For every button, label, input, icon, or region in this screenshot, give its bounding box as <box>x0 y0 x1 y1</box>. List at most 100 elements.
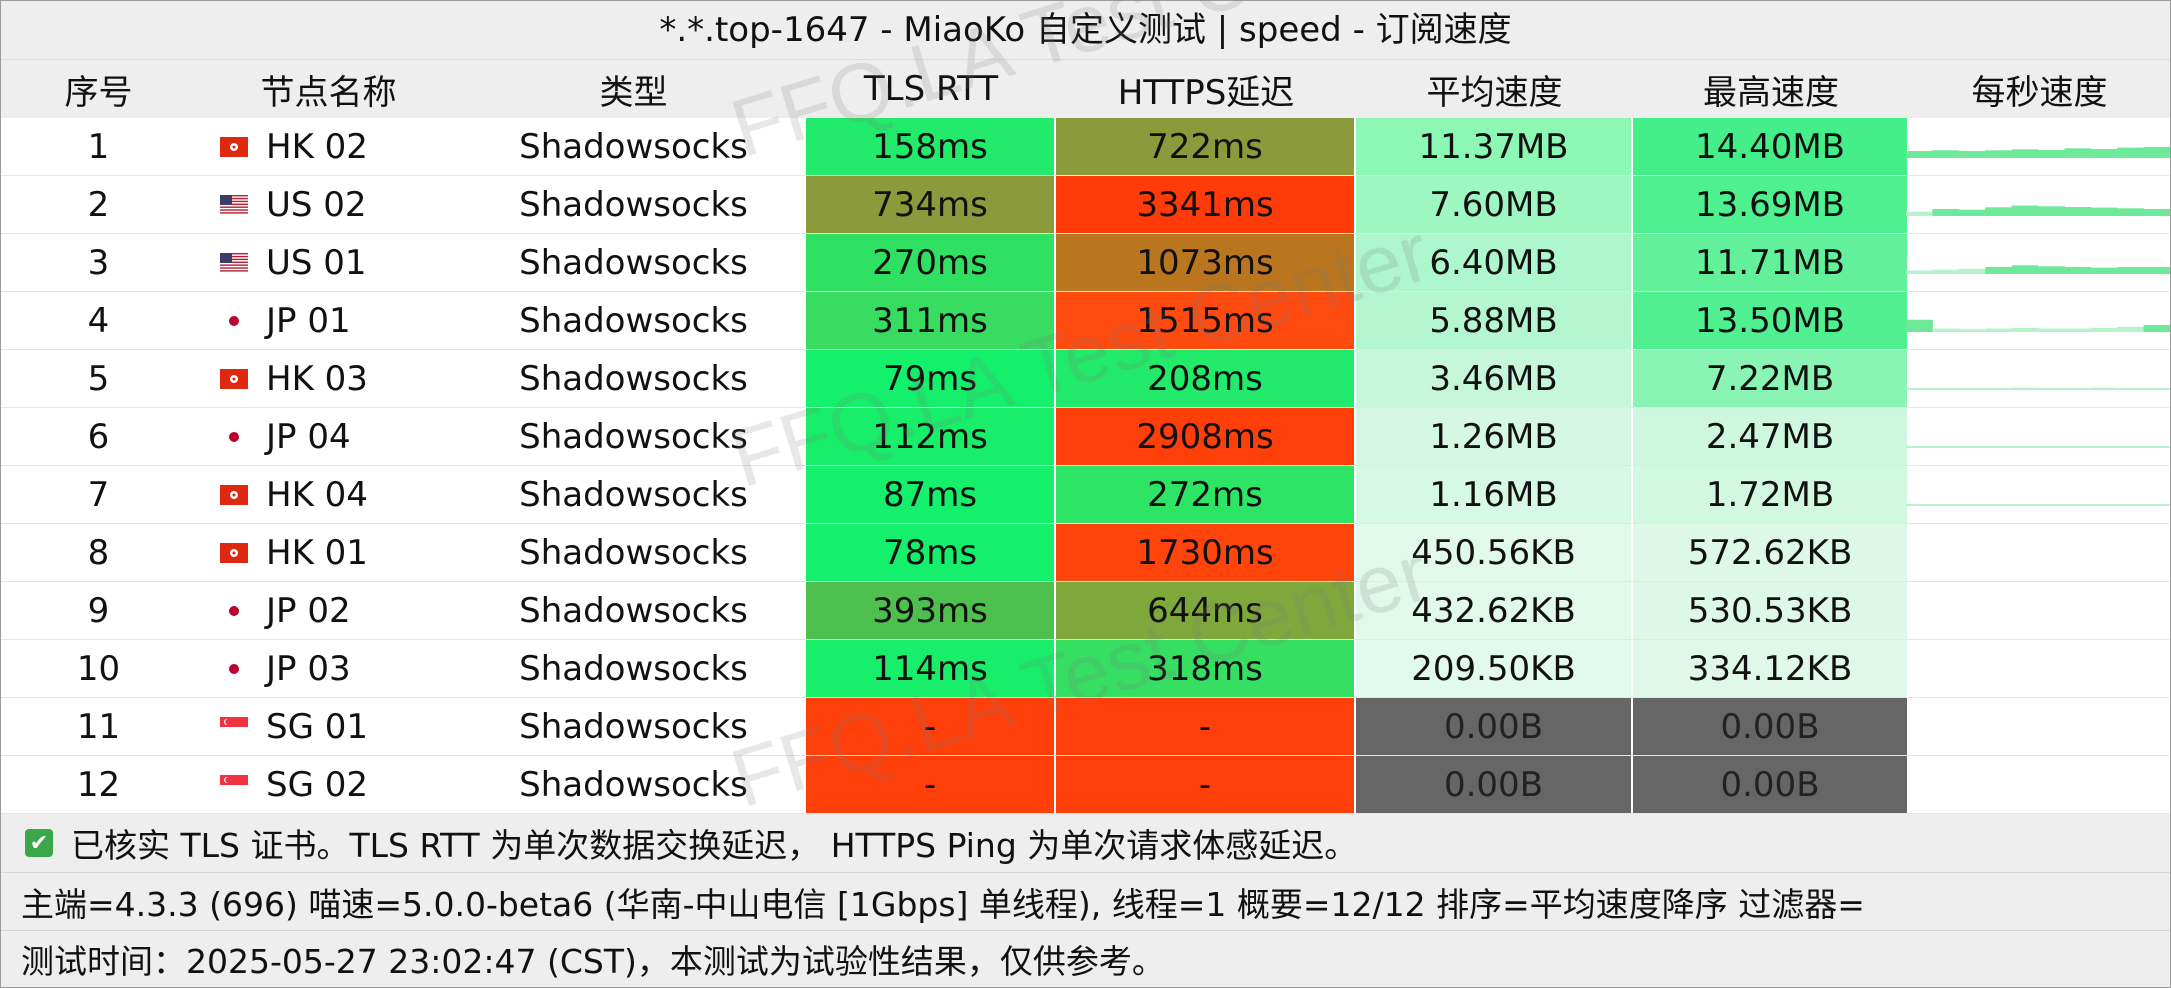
sparkline-bar <box>2117 387 2145 390</box>
sparkline-bar <box>2064 207 2092 216</box>
node-name-cell: HK 01 <box>196 524 461 581</box>
node-name-cell: SG 01 <box>196 698 461 755</box>
avg-cell: 11.37MB <box>1356 118 1633 175</box>
type-cell: Shadowsocks <box>519 300 748 341</box>
node-name-cell: HK 02 <box>196 118 461 175</box>
table-row: 3 US 01 Shadowsocks 270ms 1073ms 6.40MB 11.71M… <box>1 234 2170 292</box>
type-cell: Shadowsocks <box>519 242 748 283</box>
sparkline-bar <box>2143 325 2170 332</box>
test-time: 测试时间：2025-05-27 23:02:47 (CST)，本测试为试验性结果… <box>1 931 2170 987</box>
node-name-cell: JP 04 <box>196 408 461 465</box>
max-cell: 13.50MB <box>1633 292 1909 349</box>
sparkline-bar <box>2090 267 2118 274</box>
avg-cell: 432.62KB <box>1356 582 1633 639</box>
table-row: 11 SG 01 Shadowsocks - -0.00B 0.00B <box>1 698 2170 756</box>
max-cell: 334.12KB <box>1633 640 1909 697</box>
sparkline-bar <box>2143 146 2170 158</box>
sparkline-bar <box>2038 150 2065 158</box>
https-cell: 644ms <box>1056 582 1356 639</box>
header-per-second-speed: 每秒速度 <box>1971 72 2108 113</box>
sparkline-bar <box>1985 150 2013 158</box>
header-max-speed: 最高速度 <box>1703 72 1839 113</box>
node-name: HK 03 <box>266 358 368 399</box>
node-name: JP 02 <box>266 590 351 631</box>
header-node-name: 节点名称 <box>260 72 397 113</box>
node-name-cell: US 02 <box>196 176 461 233</box>
sparkline-bar <box>1932 387 1960 390</box>
node-name: SG 01 <box>266 706 368 747</box>
index-cell: 6 <box>87 416 110 457</box>
speed-sparkline <box>1906 205 2170 216</box>
sparkline-bar <box>2011 149 2039 158</box>
type-cell: Shadowsocks <box>519 358 748 399</box>
sparkline-bar <box>2038 387 2065 390</box>
index-cell: 7 <box>87 474 110 515</box>
sparkline-bar <box>2117 267 2145 274</box>
node-name: JP 04 <box>266 416 351 457</box>
max-cell: 11.71MB <box>1633 234 1909 291</box>
tls-cell: 311ms <box>806 292 1056 349</box>
sparkline-bar <box>2011 446 2039 448</box>
node-name: HK 02 <box>266 126 368 167</box>
https-cell: 1730ms <box>1056 524 1356 581</box>
sparkline-bar <box>2090 387 2118 390</box>
sparkline-bar <box>2038 266 2065 274</box>
index-cell: 4 <box>87 300 110 341</box>
index-cell: 11 <box>76 706 121 747</box>
table-row: 7 HK 04 Shadowsocks 87ms 272ms 1.16MB 1.72MB <box>1 466 2170 524</box>
index-cell: 5 <box>87 358 110 399</box>
sparkline-bar <box>1906 319 1933 332</box>
tls-cell: 270ms <box>806 234 1056 291</box>
sparkline-bar <box>1958 388 1986 390</box>
https-cell: 3341ms <box>1056 176 1356 233</box>
node-name: HK 01 <box>266 532 368 573</box>
sparkline-bar <box>2117 208 2145 216</box>
sparkline-bar <box>2011 205 2039 216</box>
jp-flag-icon <box>220 600 248 621</box>
hk-flag-icon <box>220 136 248 157</box>
sparkline-bar <box>2143 504 2170 506</box>
node-name-cell: HK 03 <box>196 350 461 407</box>
us-flag-icon <box>220 194 248 215</box>
sparkline-bar <box>1932 209 1960 216</box>
node-name-cell: JP 02 <box>196 582 461 639</box>
sparkline-bar <box>2064 148 2092 158</box>
sparkline-bar <box>2038 504 2065 506</box>
sparkline-bar <box>1906 504 1933 506</box>
table-row: 10 JP 03 Shadowsocks 114ms 318ms 209.50KB 334.… <box>1 640 2170 698</box>
sparkline-bar <box>2117 446 2145 448</box>
sparkline-bar <box>2011 265 2039 274</box>
sparkline-bar <box>1958 504 1986 506</box>
speed-sparkline <box>1906 265 2170 274</box>
max-cell: 14.40MB <box>1633 118 1909 175</box>
type-cell: Shadowsocks <box>519 416 748 457</box>
sparkline-bar <box>1906 388 1933 390</box>
sparkline-bar <box>2143 209 2170 216</box>
sparkline-bar <box>2143 267 2170 274</box>
node-name-cell: HK 04 <box>196 466 461 523</box>
tls-note-text: 已核实 TLS 证书。TLS RTT 为单次数据交换延迟， HTTPS Ping… <box>71 826 1358 865</box>
max-cell: 0.00B <box>1633 756 1909 813</box>
max-cell: 2.47MB <box>1633 408 1909 465</box>
https-cell: 208ms <box>1056 350 1356 407</box>
tls-cell: 87ms <box>806 466 1056 523</box>
header-type: 类型 <box>599 72 668 113</box>
sparkline-bar <box>1932 446 1960 448</box>
sparkline-bar <box>2011 504 2039 506</box>
sparkline-bar <box>2064 328 2092 332</box>
avg-cell: 3.46MB <box>1356 350 1633 407</box>
type-cell: Shadowsocks <box>519 764 748 805</box>
us-flag-icon <box>220 252 248 273</box>
sparkline-bar <box>2090 327 2118 332</box>
index-cell: 9 <box>87 590 110 631</box>
tls-cell: 158ms <box>806 118 1056 175</box>
sparkline-bar <box>2117 147 2145 158</box>
node-name: US 02 <box>266 184 367 225</box>
max-cell: 530.53KB <box>1633 582 1909 639</box>
sparkline-bar <box>1932 150 1960 158</box>
speed-sparkline <box>1906 387 2170 390</box>
sparkline-bar <box>1932 504 1960 506</box>
sparkline-bar <box>2143 446 2170 448</box>
speed-sparkline <box>1906 446 2170 448</box>
table-row: 9 JP 02 Shadowsocks 393ms 644ms 432.62KB 530.5… <box>1 582 2170 640</box>
